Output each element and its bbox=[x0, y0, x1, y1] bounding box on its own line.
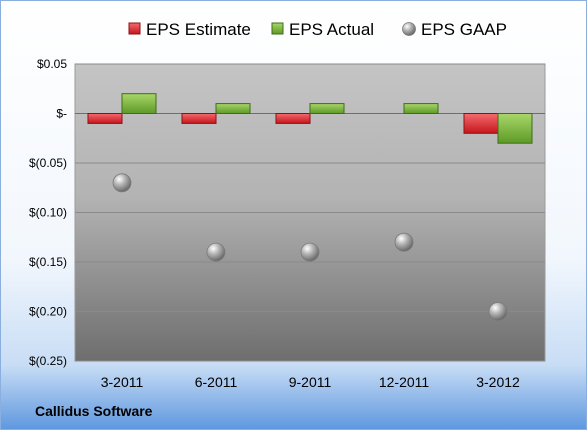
eps-estimate-bar bbox=[275, 113, 311, 124]
legend-label: EPS Estimate bbox=[146, 20, 251, 39]
legend-label: EPS Actual bbox=[289, 20, 374, 39]
y-tick-label: $(0.15) bbox=[29, 255, 67, 269]
eps-actual-bar bbox=[121, 93, 157, 114]
y-axis-ticks: $0.05 $- $(0.05) $(0.10) $(0.15) $(0.20) $(0.2… bbox=[29, 57, 67, 368]
eps-gaap-point bbox=[206, 242, 226, 262]
eps-estimate-bar bbox=[181, 113, 217, 124]
y-tick-label: $0.05 bbox=[37, 57, 67, 71]
eps-actual-bar bbox=[497, 113, 533, 144]
eps-gaap-point bbox=[300, 242, 320, 262]
x-axis-ticks: 3-2011 6-2011 9-2011 12-2011 3-2012 bbox=[101, 374, 520, 390]
x-tick-label: 9-2011 bbox=[289, 374, 332, 390]
y-tick-label: $(0.10) bbox=[29, 206, 67, 220]
chart-legend: EPS Estimate EPS Actual EPS GAAP bbox=[128, 20, 507, 39]
y-tick-label: $(0.05) bbox=[29, 156, 67, 170]
eps-gaap-point bbox=[394, 232, 414, 252]
eps-actual-bar bbox=[215, 103, 251, 114]
x-tick-label: 12-2011 bbox=[379, 374, 430, 390]
y-tick-label: $(0.20) bbox=[29, 305, 67, 319]
eps-gaap-point bbox=[488, 302, 508, 321]
legend-swatch bbox=[402, 22, 416, 36]
legend-swatch bbox=[271, 22, 284, 35]
legend-label: EPS GAAP bbox=[421, 20, 507, 39]
x-tick-label: 3-2012 bbox=[476, 374, 520, 390]
chart-marks bbox=[87, 93, 533, 321]
x-tick-label: 6-2011 bbox=[195, 374, 238, 390]
company-name: Callidus Software bbox=[35, 403, 153, 419]
legend-swatch bbox=[128, 22, 141, 35]
y-tick-label: $- bbox=[56, 107, 67, 121]
eps-actual-bar bbox=[309, 103, 345, 114]
eps-estimate-bar bbox=[463, 113, 499, 134]
y-tick-label: $(0.25) bbox=[29, 354, 67, 368]
eps-gaap-point bbox=[112, 173, 132, 193]
x-tick-label: 3-2011 bbox=[101, 374, 144, 390]
eps-actual-bar bbox=[403, 103, 439, 114]
eps-estimate-bar bbox=[87, 113, 123, 124]
